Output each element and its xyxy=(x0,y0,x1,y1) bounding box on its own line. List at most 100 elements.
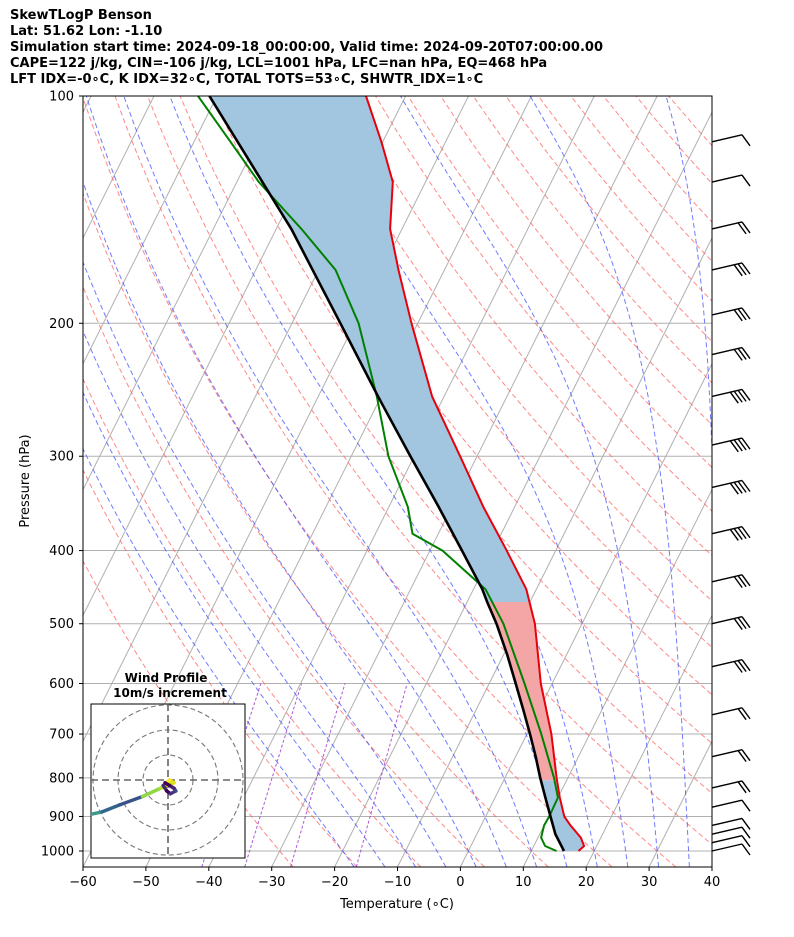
wind-barb-feather xyxy=(737,750,747,762)
wind-barb-feather xyxy=(737,263,747,276)
wind-barb-feather xyxy=(741,307,751,320)
cape-line: CAPE=122 j/kg, CIN=-106 j/kg, LCL=1001 h… xyxy=(10,56,548,71)
wind-barb-feather xyxy=(741,347,751,359)
wind-barb-staff xyxy=(711,437,743,446)
index-line: LFT IDX=-0∘C, K IDX=32∘C, TOTAL TOTS=53∘… xyxy=(10,72,484,87)
wind-barb-feather xyxy=(741,134,751,147)
x-tick-label: 30 xyxy=(641,875,658,890)
wind-barb-feather xyxy=(741,818,751,830)
wind-barb-feather xyxy=(733,661,743,673)
wind-barb-feather xyxy=(733,576,743,589)
wind-barb-feather xyxy=(741,659,751,672)
wind-barb-feather xyxy=(729,391,739,404)
x-tick-label: 10 xyxy=(515,875,532,890)
wind-barb-feather xyxy=(741,843,751,856)
x-tick-label: −50 xyxy=(132,875,159,890)
wind-barb xyxy=(711,437,751,453)
wind-barb-feather xyxy=(737,708,747,721)
x-tick-label: −10 xyxy=(384,875,411,890)
moist-adiabat-line xyxy=(665,96,712,465)
x-tick-label: −30 xyxy=(258,875,285,890)
wind-barb-staff xyxy=(711,780,743,789)
isotherm-line xyxy=(83,96,344,617)
dry-adiabat-line xyxy=(472,96,712,384)
y-axis-ticks: 1000 900 800 700 600 500 400 300 200 100 xyxy=(41,90,83,860)
wind-barb-feather xyxy=(741,480,751,492)
dry-adiabat-line xyxy=(212,96,712,745)
hodograph-inset: Wind Profile 10m/s increment xyxy=(90,671,246,859)
location-line: Lat: 51.62 Lon: -1.10 xyxy=(10,24,163,39)
wind-barb-feather xyxy=(737,575,747,588)
wind-barb-feather xyxy=(737,222,747,235)
moist-adiabat-line xyxy=(83,391,386,867)
wind-barb-feather xyxy=(729,529,739,541)
cape-fill-low xyxy=(540,780,584,851)
wind-barb xyxy=(711,262,751,277)
wind-barb xyxy=(711,574,751,589)
wind-barb-staff xyxy=(711,826,743,835)
x-tick-label: −40 xyxy=(195,875,222,890)
wind-barb-staff xyxy=(711,748,743,758)
moist-adiabat-line xyxy=(83,447,355,867)
x-tick-label: 0 xyxy=(456,875,464,890)
wind-barb-staff xyxy=(711,388,743,398)
wind-barb xyxy=(711,748,751,762)
moist-adiabat-line xyxy=(227,96,598,867)
dry-adiabat-line xyxy=(603,96,712,223)
hodograph-segment xyxy=(100,803,122,814)
wind-barb xyxy=(711,659,751,673)
dry-adiabat-line xyxy=(668,96,712,147)
wind-barb-feather xyxy=(737,781,747,794)
y-tick-label: 700 xyxy=(49,728,74,743)
x-axis-ticks: −60 −50 −40 −30 −20 −10 0 10 20 30 40 xyxy=(69,867,720,890)
dry-adiabat-line xyxy=(147,96,712,846)
wind-barb-staff xyxy=(711,707,743,716)
y-tick-label: 400 xyxy=(49,544,74,559)
moist-adiabat-line xyxy=(83,329,416,867)
wind-barb-feather xyxy=(733,264,743,277)
wind-barb-feather xyxy=(741,799,751,812)
isotherm-line xyxy=(711,865,712,867)
wind-barb xyxy=(711,174,751,187)
wind-barb xyxy=(711,843,751,856)
x-axis-label: Temperature (∘C) xyxy=(339,897,454,912)
moist-adiabat-line xyxy=(83,260,447,867)
wind-barb-feather xyxy=(741,616,751,629)
wind-barb-staff xyxy=(711,262,743,271)
wind-barb-feather xyxy=(741,174,751,187)
wind-barb xyxy=(711,134,751,147)
hodograph-segment xyxy=(118,794,145,807)
wind-barb xyxy=(711,479,751,495)
wind-barb-feather xyxy=(741,221,751,234)
hodograph-segment xyxy=(163,781,172,788)
cape-cin-fills xyxy=(209,96,584,851)
wind-barb-staff xyxy=(711,479,743,489)
wind-barb-feather xyxy=(729,440,739,453)
x-tick-label: 20 xyxy=(578,875,595,890)
mixing-ratio-line xyxy=(355,683,408,867)
wind-barb-feather xyxy=(733,309,743,322)
wind-barb-staff xyxy=(711,574,743,583)
wind-barb-staff xyxy=(711,346,743,356)
dry-adiabat-line xyxy=(570,96,712,262)
wind-barb xyxy=(711,307,751,322)
isotherm-line xyxy=(83,96,92,114)
wind-barb xyxy=(711,616,751,630)
isotherm-line xyxy=(208,96,595,867)
wind-barb xyxy=(711,817,751,830)
y-axis-label: Pressure (hPa) xyxy=(18,434,33,527)
wind-barb-feather xyxy=(737,617,747,630)
dry-adiabat-line xyxy=(83,192,549,867)
wind-barb-feather xyxy=(741,835,751,848)
dry-adiabat-line xyxy=(114,96,677,867)
wind-barb-staff xyxy=(711,134,743,143)
wind-barb-feather xyxy=(733,348,743,361)
wind-barb xyxy=(711,388,751,404)
adiabat-lines xyxy=(83,96,712,867)
isotherm-line xyxy=(83,96,218,365)
wind-barb-staff xyxy=(711,174,743,183)
isotherm-line xyxy=(334,111,712,867)
wind-barb-feather xyxy=(741,262,751,275)
wind-barb-feather xyxy=(733,390,743,403)
wind-barb xyxy=(711,799,751,812)
